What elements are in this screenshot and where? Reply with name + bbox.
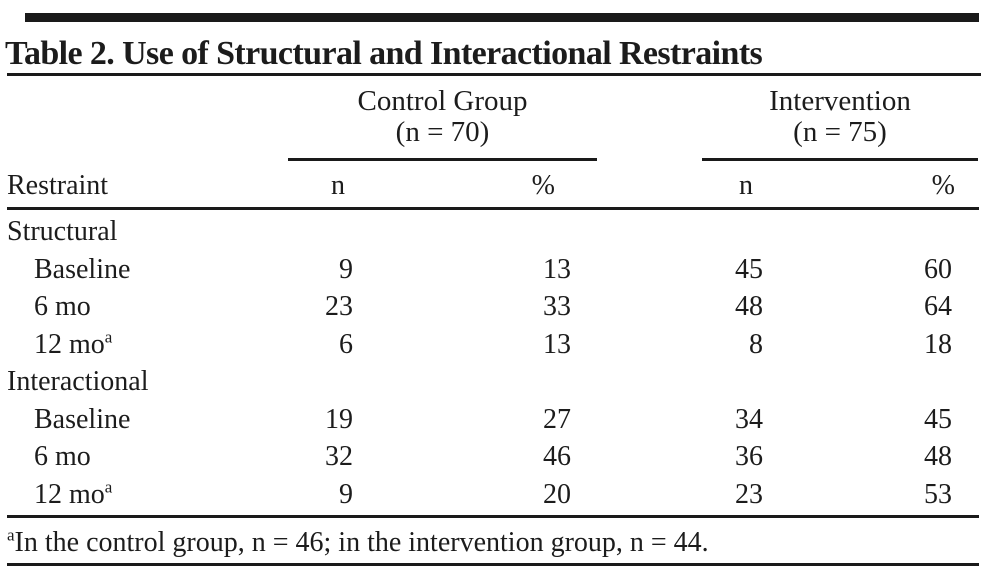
row-label: 6 mo [34, 291, 91, 322]
header-rule [7, 207, 979, 210]
intervention-n-header: n [739, 170, 753, 201]
cell-control-pct: 27 [543, 403, 571, 435]
table-row-section: Interactional [7, 363, 958, 401]
row-label: 12 moa [34, 477, 113, 510]
table-title: Table 2. Use of Structural and Interacti… [5, 35, 763, 72]
control-pct-header: % [531, 170, 555, 201]
intervention-group-header: Intervention (n = 75) [702, 86, 978, 148]
cell-intervention-pct: 45 [924, 403, 952, 435]
cell-control-pct: 20 [543, 478, 571, 510]
footnote-marker: a [104, 477, 113, 497]
footnote-marker: a [104, 327, 113, 347]
footnote-marker: a [7, 525, 15, 545]
bottom-rule [7, 563, 979, 566]
cell-control-n: 23 [325, 291, 353, 322]
cell-control-pct: 13 [543, 253, 571, 285]
cell-control-n: 19 [325, 403, 353, 435]
cell-intervention-pct: 60 [924, 253, 952, 285]
cell-control-n: 9 [339, 478, 353, 510]
cell-intervention-n: 45 [735, 253, 763, 285]
cell-control-n: 32 [325, 441, 353, 472]
cell-intervention-n: 34 [735, 403, 763, 435]
cell-control-pct: 46 [543, 441, 571, 472]
table-footnote: aIn the control group, n = 46; in the in… [7, 525, 709, 558]
table-body: Structural Baseline 9 13 45 60 6 mo 23 3… [7, 210, 958, 513]
table-row: 12 moa 6 13 8 18 [7, 326, 958, 364]
cell-intervention-n: 36 [735, 441, 763, 472]
cell-intervention-n: 23 [735, 478, 763, 510]
cell-control-n: 6 [339, 328, 353, 360]
cell-intervention-n: 48 [735, 291, 763, 322]
cell-intervention-pct: 18 [924, 328, 952, 360]
cell-control-pct: 13 [543, 328, 571, 360]
control-group-n: (n = 70) [395, 116, 490, 148]
row-label: Baseline [34, 253, 131, 285]
cell-intervention-n: 8 [749, 328, 763, 360]
top-thick-rule [25, 13, 979, 22]
control-group-label: Control Group [357, 85, 528, 117]
cell-intervention-pct: 53 [924, 478, 952, 510]
cell-control-n: 9 [339, 253, 353, 285]
row-label: Structural [7, 216, 118, 247]
control-spanner-rule [288, 158, 597, 161]
table-row: 12 moa 9 20 23 53 [7, 476, 958, 514]
intervention-group-label: Intervention [769, 85, 911, 117]
table-row: 6 mo 32 46 36 48 [7, 438, 958, 476]
row-label: Interactional [7, 366, 149, 397]
intervention-pct-header: % [931, 170, 955, 201]
row-label: 6 mo [34, 441, 91, 472]
control-group-header: Control Group (n = 70) [288, 86, 597, 148]
cell-intervention-pct: 64 [924, 291, 952, 322]
stub-header: Restraint [7, 170, 109, 201]
table-row: Baseline 19 27 34 45 [7, 401, 958, 439]
table-row-section: Structural [7, 213, 958, 251]
intervention-spanner-rule [702, 158, 978, 161]
cell-control-pct: 33 [543, 291, 571, 322]
table-row: 6 mo 23 33 48 64 [7, 288, 958, 326]
column-header-row: Restraint n % n % [7, 166, 958, 205]
footnote-rule [7, 515, 979, 518]
title-rule [7, 73, 981, 76]
row-label: Baseline [34, 403, 131, 435]
cell-intervention-pct: 48 [924, 441, 952, 472]
table-row: Baseline 9 13 45 60 [7, 251, 958, 289]
row-label: 12 moa [34, 327, 113, 360]
intervention-group-n: (n = 75) [793, 116, 887, 148]
footnote-text: In the control group, n = 46; in the int… [14, 527, 709, 558]
control-n-header: n [331, 170, 345, 201]
